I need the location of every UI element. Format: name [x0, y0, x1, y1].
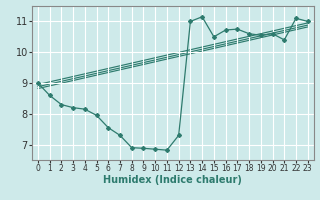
X-axis label: Humidex (Indice chaleur): Humidex (Indice chaleur)	[103, 175, 242, 185]
